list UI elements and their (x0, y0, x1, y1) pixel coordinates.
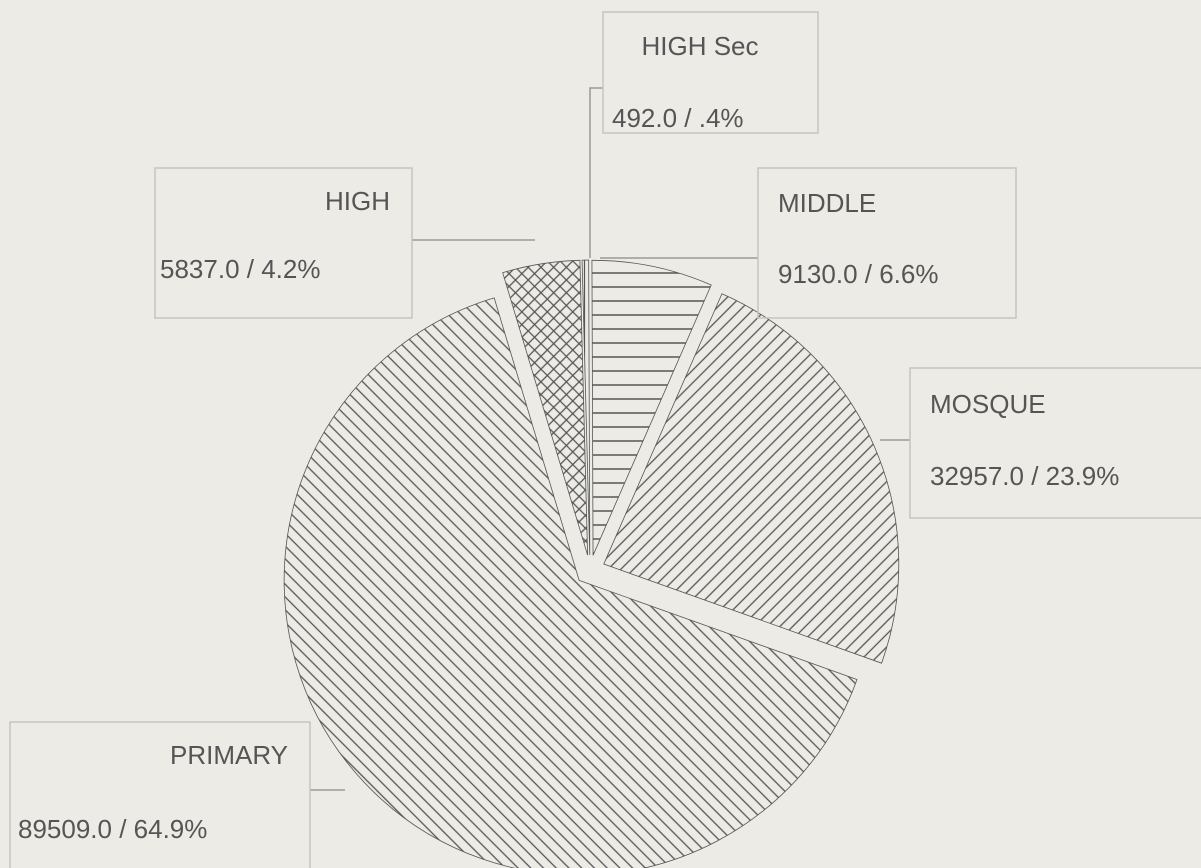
slice-label: HIGH (325, 186, 390, 216)
slice-label: MIDDLE (778, 188, 876, 218)
label-box (9, 721, 311, 868)
value-label: 9130.0 / 6.6% (778, 259, 938, 289)
label-box (909, 367, 1201, 519)
pie-slice (581, 259, 591, 556)
label-box (602, 11, 819, 134)
slice-label: MOSQUE (930, 389, 1046, 419)
connectors (310, 87, 910, 791)
label-box (154, 167, 413, 319)
value-label: 89509.0 / 64.9% (18, 814, 207, 844)
value-label: 492.0 / .4% (612, 103, 744, 133)
pie-slice (603, 293, 900, 664)
pie-slice (591, 259, 712, 556)
label-box (757, 167, 1017, 319)
connector (589, 87, 603, 258)
value-label: 32957.0 / 23.9% (930, 461, 1119, 491)
value-label: 5837.0 / 4.2% (160, 254, 320, 284)
slice-label: PRIMARY (170, 740, 288, 770)
slice-label: HIGH Sec (641, 31, 758, 61)
pie-slice (283, 297, 858, 868)
pie-slice (502, 259, 589, 556)
